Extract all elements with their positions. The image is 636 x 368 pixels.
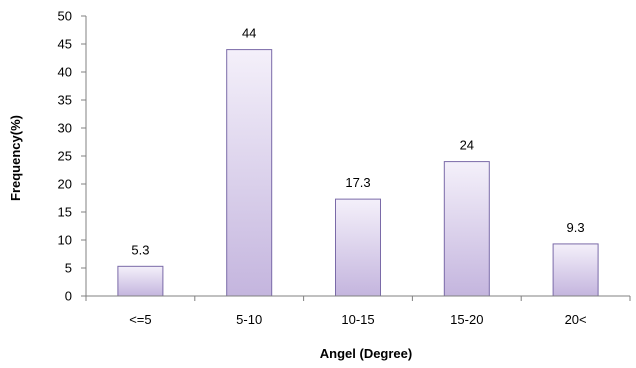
y-axis-ticks: 0 5 10 15 20 25 30 35 40 45 50 [58,9,86,304]
bar-1 [117,265,164,297]
data-label: 24 [460,138,474,153]
x-axis-ticks: <=5 5-10 10-15 15-20 20< [85,296,631,327]
y-tick-label: 50 [58,9,72,24]
y-tick-label: 0 [65,289,72,304]
y-tick-label: 40 [58,65,72,80]
y-tick-label: 30 [58,121,72,136]
y-tick-label: 5 [65,261,72,276]
bar-3 [335,198,381,297]
x-tick-label: 10-15 [341,312,374,327]
bar-2 [226,49,273,297]
y-axis-title: Frequency(%) [8,115,23,201]
data-label: 9.3 [567,220,585,235]
y-tick-label: 10 [58,233,72,248]
y-tick-label: 45 [58,37,72,52]
bar-5 [552,243,599,297]
data-label: 17.3 [345,175,370,190]
x-tick-label: 15-20 [450,312,483,327]
bars [117,49,599,297]
bar-4 [443,161,490,297]
x-axis-title: Angel (Degree) [320,346,412,361]
data-labels: 5.3 44 17.3 24 9.3 [131,26,584,258]
x-tick-label: 5-10 [236,312,262,327]
y-tick-label: 15 [58,205,72,220]
x-tick-label: 20< [565,312,587,327]
y-tick-label: 35 [58,93,72,108]
data-label: 44 [242,26,256,41]
y-tick-label: 25 [58,149,72,164]
x-tick-label: <=5 [129,312,151,327]
data-label: 5.3 [131,242,149,257]
y-tick-label: 20 [58,177,72,192]
